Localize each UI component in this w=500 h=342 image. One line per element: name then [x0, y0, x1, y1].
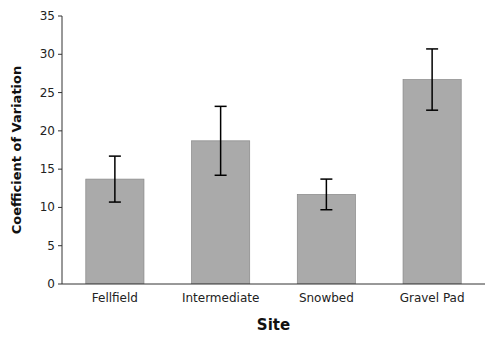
- y-tick-label: 30: [40, 47, 55, 61]
- y-tick-label: 25: [40, 86, 55, 100]
- error-cap: [426, 48, 438, 50]
- y-tick: [58, 284, 62, 285]
- bars: [86, 49, 461, 284]
- y-tick-label: 0: [47, 277, 55, 291]
- error-cap: [320, 178, 332, 180]
- y-tick: [58, 207, 62, 208]
- x-tick-label: Gravel Pad: [400, 291, 465, 305]
- x-axis-label: Site: [257, 316, 290, 334]
- x-tick-label: Snowbed: [299, 291, 354, 305]
- error-bar: [215, 106, 227, 175]
- error-cap: [215, 106, 227, 108]
- chart-svg: 0 5 10 15 20 25 30 35 Fellfield Intermediate Snowb…: [0, 0, 500, 342]
- x-axis-line: [62, 284, 485, 285]
- y-axis-line: [62, 16, 63, 284]
- y-tick: [58, 169, 62, 170]
- x-tick-label: Intermediate: [182, 291, 259, 305]
- error-bar: [320, 179, 332, 210]
- y-tick-label: 15: [40, 162, 55, 176]
- y-axis-label: Coefficient of Variation: [9, 66, 24, 235]
- error-bar: [426, 49, 438, 110]
- error-cap: [215, 175, 227, 177]
- x-tick-label: Fellfield: [92, 291, 138, 305]
- y-tick: [58, 130, 62, 131]
- y-tick: [58, 54, 62, 55]
- error-cap: [320, 209, 332, 211]
- error-line: [114, 156, 116, 202]
- error-line: [220, 106, 222, 175]
- error-line: [326, 179, 328, 210]
- y-tick-label: 5: [47, 239, 55, 253]
- error-cap: [109, 201, 121, 203]
- error-cap: [426, 109, 438, 111]
- y-tick-label: 10: [40, 200, 55, 214]
- chart-container: 0 5 10 15 20 25 30 35 Fellfield Intermediate Snowb…: [0, 0, 500, 342]
- error-cap: [109, 155, 121, 157]
- y-tick-label: 20: [40, 124, 55, 138]
- error-bar: [109, 156, 121, 202]
- y-tick: [58, 16, 62, 17]
- error-line: [431, 49, 433, 110]
- bar: [403, 80, 461, 284]
- y-tick: [58, 92, 62, 93]
- y-tick-label: 35: [40, 9, 55, 23]
- y-tick: [58, 245, 62, 246]
